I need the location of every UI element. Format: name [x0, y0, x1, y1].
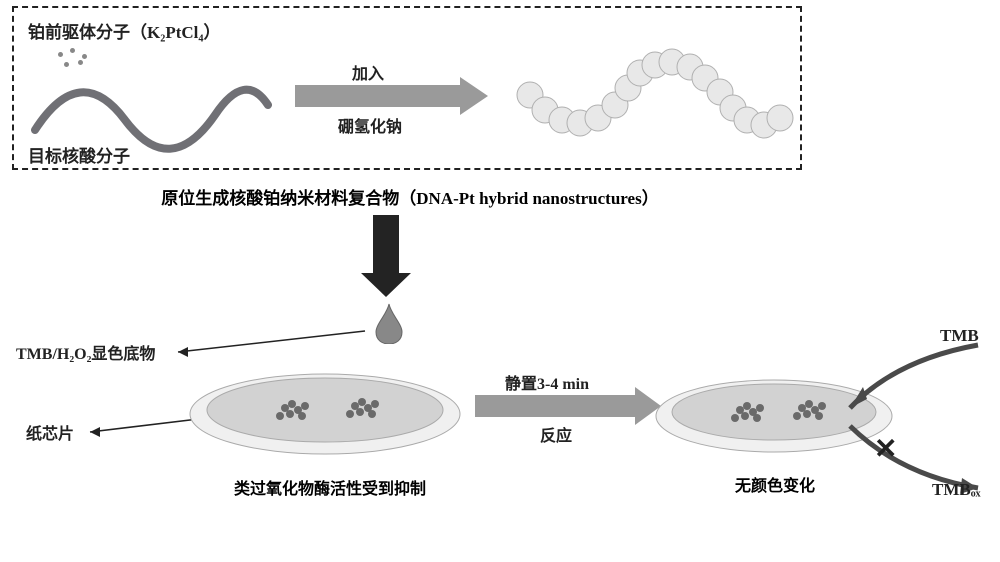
paper-chip-label: 纸芯片 [26, 420, 74, 444]
mid-reaction-arrow [475, 395, 635, 417]
tmb-out-label: TMBₒₓ [932, 480, 980, 500]
tmb-in-label: TMB [940, 326, 979, 346]
tmb-substrate-label: TMB/H₂O₂显色底物 [16, 340, 155, 364]
standing-time-label: 静置3-4 min [505, 370, 589, 394]
paper-chip-left-icon [190, 368, 460, 458]
enzyme-inhibited-caption: 类过氧化物酶活性受到抑制 [210, 475, 450, 499]
reaction-label: 反应 [540, 422, 572, 446]
no-color-change-caption: 无颜色变化 [715, 472, 835, 496]
blocked-cross-icon: ✕ [874, 432, 897, 466]
